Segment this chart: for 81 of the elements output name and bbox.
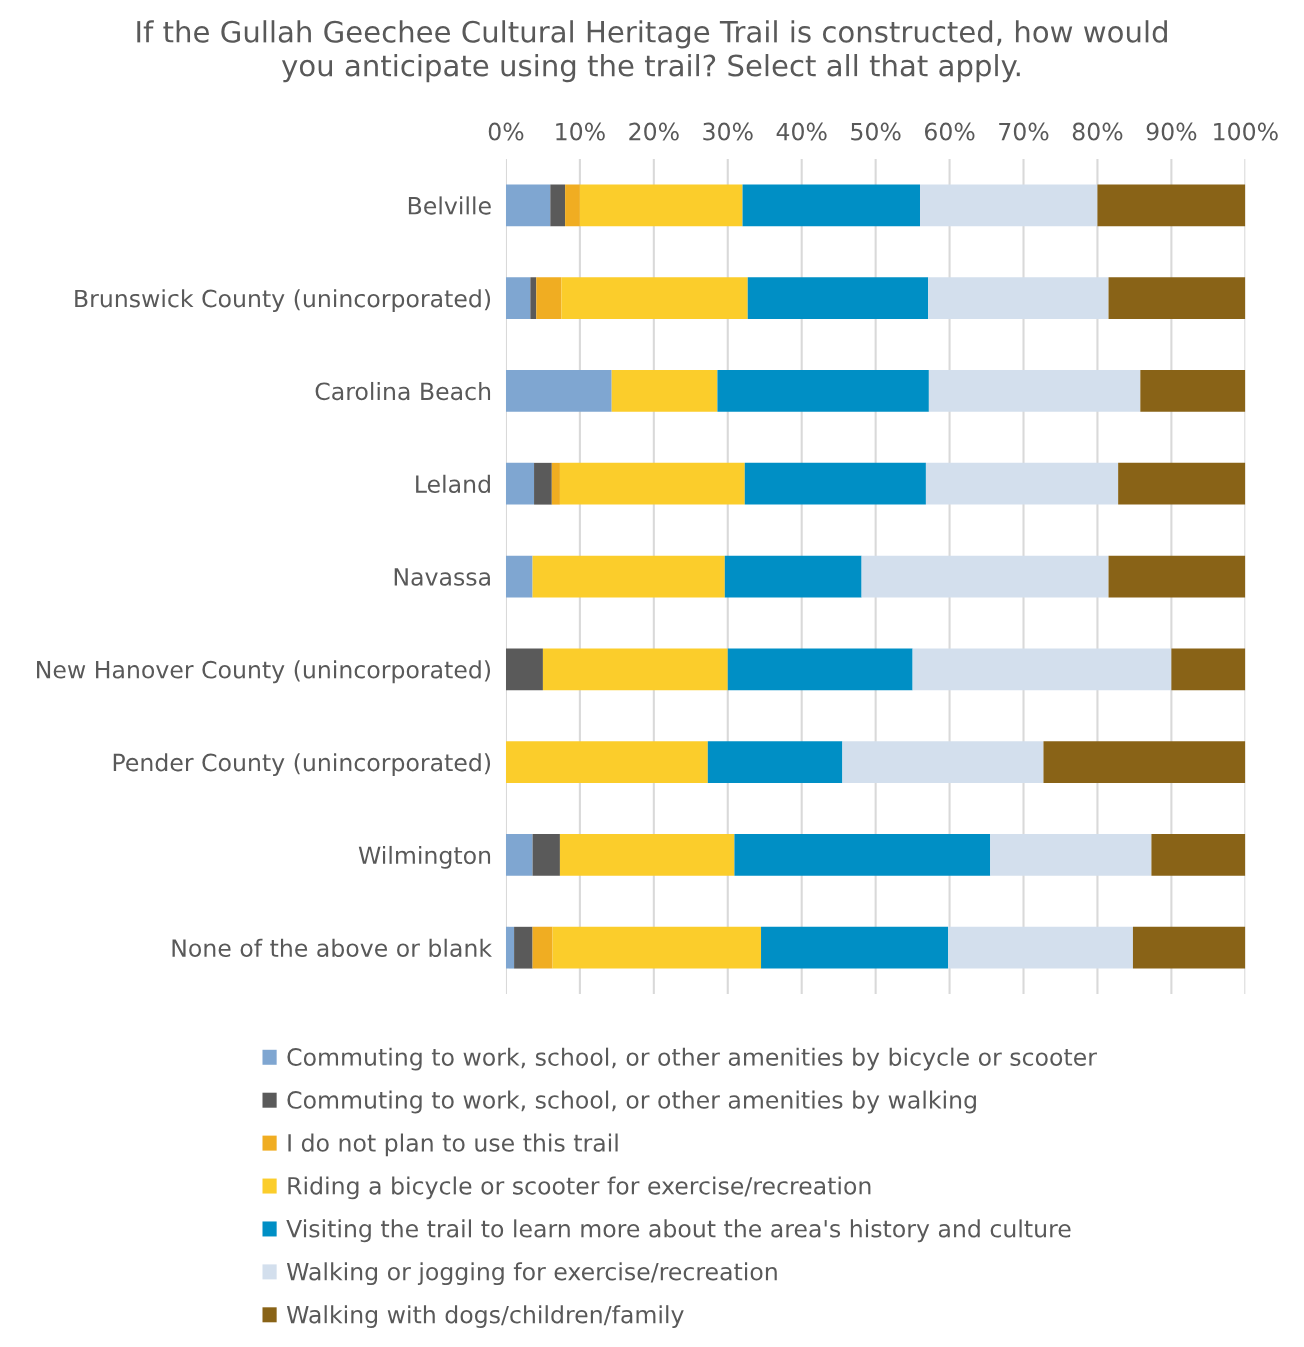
bar	[861, 555, 1109, 598]
y-tick-label: Pender County (unincorporated)	[113, 753, 491, 776]
bar	[842, 741, 1044, 783]
bar	[579, 184, 743, 227]
bar	[747, 277, 929, 320]
y-tick-label: None of the above or blank	[172, 938, 492, 957]
x-tick-label: 70%	[999, 122, 1049, 141]
bar	[505, 555, 533, 598]
bar	[551, 462, 560, 505]
legend-label: Walking with dogs/children/family	[286, 1305, 684, 1329]
bar	[717, 370, 929, 412]
bar	[742, 184, 920, 227]
y-tick-label: Wilmington	[358, 845, 491, 869]
bar	[536, 277, 562, 320]
bar	[928, 277, 1109, 320]
x-tick-label: 20%	[629, 122, 679, 141]
bar	[505, 741, 708, 783]
y-tick-label: Carolina Beach	[315, 381, 491, 401]
y-tick-label: Belville	[408, 196, 491, 215]
bar	[505, 834, 533, 876]
bar	[505, 462, 535, 505]
chart-title: If the Gullah Geechee Cultural Heritage Trail is constructed, how would you anticipate using the trail? Select all that apply.	[137, 20, 1167, 83]
bar	[920, 184, 1098, 227]
bar	[532, 834, 560, 876]
bar	[1151, 834, 1246, 876]
y-tick-label: New Hanover County (unincorporated)	[37, 660, 491, 684]
bar	[912, 648, 1172, 691]
bar	[550, 184, 566, 227]
legend-label: Riding a bicycle or scooter for exercise/recreation	[288, 1176, 871, 1200]
x-tick-label: 10%	[556, 122, 605, 141]
bar	[925, 462, 1119, 505]
bar	[505, 926, 515, 969]
bar	[542, 648, 728, 691]
bar	[727, 648, 913, 691]
bar	[532, 926, 553, 969]
bar	[1043, 741, 1246, 783]
bar	[948, 926, 1133, 969]
x-tick-label: 40%	[776, 122, 827, 141]
x-tick-label: 50%	[851, 122, 901, 141]
bar	[534, 462, 552, 505]
bar	[559, 834, 735, 876]
bar	[565, 184, 580, 227]
bar	[530, 277, 537, 320]
legend-label: I do not plan to use this trail	[288, 1133, 618, 1157]
legend-label: Walking or jogging for exercise/recreation	[286, 1262, 777, 1286]
x-tick-label: 30%	[703, 122, 753, 141]
x-tick-label: 0%	[488, 122, 524, 141]
bar	[552, 926, 762, 969]
bar	[990, 834, 1152, 876]
bar	[724, 555, 862, 598]
bar	[744, 462, 926, 505]
bar	[1108, 277, 1246, 320]
bar	[611, 370, 718, 412]
bar	[532, 555, 725, 598]
legend-label: Commuting to work, school, or other amenities by walking	[287, 1090, 976, 1114]
x-tick-label: 80%	[1072, 122, 1123, 141]
legend-label: Visiting the trail to learn more about the area's history and culture	[286, 1219, 1071, 1243]
bar	[1140, 370, 1246, 412]
bar	[1108, 555, 1246, 598]
x-tick-label: 100%	[1214, 122, 1278, 141]
y-tick-label: Brunswick County (unincorporated)	[75, 289, 491, 313]
bar	[1097, 184, 1246, 227]
x-tick-label: 90%	[1146, 122, 1197, 141]
bar	[505, 184, 551, 227]
legend-label: Commuting to work, school, or other amenities by bicycle or scooter	[287, 1047, 1097, 1071]
bar	[559, 462, 745, 505]
bar	[761, 926, 949, 969]
bar	[1171, 648, 1246, 691]
bar	[505, 370, 612, 412]
bar	[561, 277, 748, 320]
bar	[505, 277, 531, 320]
bar	[1118, 462, 1246, 505]
y-tick-label: Navassa	[394, 568, 490, 586]
bar	[1132, 926, 1246, 969]
bar	[734, 834, 991, 876]
y-tick-label: Leland	[416, 474, 490, 494]
x-tick-label: 60%	[924, 122, 975, 141]
bar	[928, 370, 1141, 412]
bar	[514, 926, 533, 969]
bar	[505, 648, 543, 691]
bar	[707, 741, 843, 783]
